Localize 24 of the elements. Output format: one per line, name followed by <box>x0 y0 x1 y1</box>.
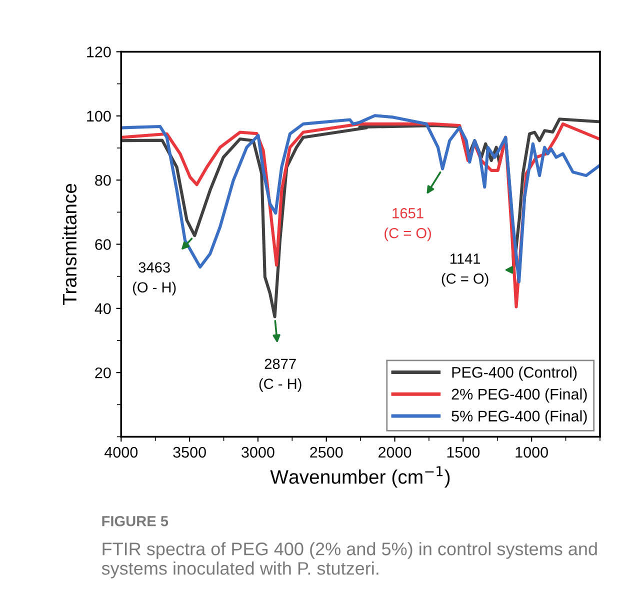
y-tick-label: 60 <box>95 239 111 250</box>
annotation: 1651 (C = O) <box>384 208 431 242</box>
legend-label: 5% PEG-400 (Final) <box>452 410 587 425</box>
y-tick-label: 120 <box>87 46 111 58</box>
y-tick-label: 20 <box>95 367 111 378</box>
x-tick-label: 3000 <box>242 446 274 458</box>
annotation: 2877 (C - H) <box>259 358 302 392</box>
y-tick-label: 80 <box>95 174 111 186</box>
legend-label: PEG-400 (Control) <box>452 366 577 381</box>
annotation: 3463 (O - H) <box>132 262 176 296</box>
annotation: 1141 (C = O) <box>442 254 488 287</box>
x-tick-label: 2000 <box>378 446 412 458</box>
x-axis-title: Wavenumber (cm$^{−1}$) <box>270 466 450 488</box>
legend-label: 2% PEG-400 (Final) <box>452 388 587 403</box>
y-tick-label: 100 <box>87 110 111 122</box>
y-axis-title: Transmittance <box>62 184 77 306</box>
x-tick-label: 1500 <box>447 446 480 458</box>
caption: FIGURE 5 <box>102 516 168 526</box>
y-tick-label: 40 <box>94 303 111 314</box>
x-tick-label: 4000 <box>104 446 138 458</box>
x-tick-label: 1000 <box>516 446 548 458</box>
x-tick-label: 2500 <box>310 446 343 458</box>
text: FTIR spectra of PEG 400 (2% and 5%) in control systems and systems inoculated with P. stutzeri. <box>102 542 597 578</box>
x-tick-label: 3500 <box>173 446 206 458</box>
